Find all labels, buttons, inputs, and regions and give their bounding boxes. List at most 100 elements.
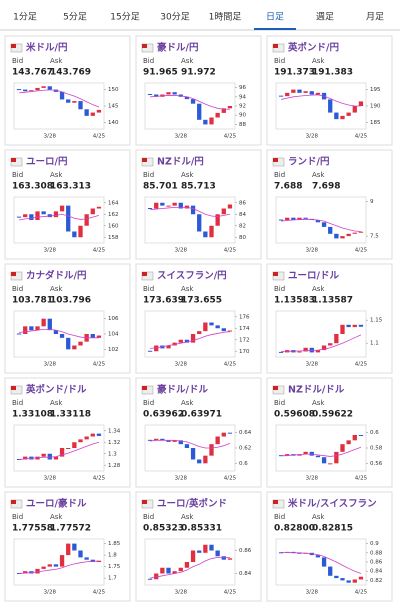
y-tick-label: 1.15 [370, 318, 383, 324]
candle [334, 233, 339, 239]
candle [23, 89, 28, 92]
candle [84, 436, 89, 440]
candle [154, 438, 159, 441]
y-tick-label: 7.5 [370, 234, 379, 240]
tab[interactable]: 日足 [266, 12, 284, 23]
moving-average [281, 446, 362, 457]
pair-name[interactable]: NZドル/円 [157, 157, 204, 168]
candle [41, 86, 46, 88]
candle [340, 444, 345, 452]
x-tick-label: 4/25 [355, 590, 368, 596]
tab[interactable]: 15分足 [110, 12, 139, 23]
candle [285, 92, 290, 97]
tab[interactable]: 1時間足 [209, 12, 242, 23]
tab[interactable]: 1分足 [13, 12, 37, 23]
flag-mark [273, 272, 278, 276]
candle [203, 231, 208, 238]
ask-label: Ask [50, 285, 63, 293]
candle [278, 455, 284, 457]
pair-name[interactable]: 豪ドル/ドル [157, 384, 208, 396]
tab[interactable]: 30分足 [160, 12, 189, 23]
bid-value: 1.13583 [274, 296, 315, 306]
ask-label: Ask [50, 399, 63, 407]
candle [190, 205, 196, 215]
flag-mark [11, 386, 16, 390]
candle [303, 217, 308, 219]
card[interactable] [135, 263, 262, 374]
ask-label: Ask [181, 513, 194, 521]
pair-name[interactable]: NZドル/ドル [288, 385, 345, 396]
pair-name[interactable]: 英ポンド/ドル [26, 384, 87, 396]
candle [209, 225, 214, 238]
bid-label: Bid [12, 285, 23, 293]
candle [166, 440, 171, 442]
card[interactable] [4, 377, 131, 488]
card[interactable] [266, 35, 393, 146]
pair-name[interactable]: ユーロ/豪ドル [26, 498, 87, 510]
card[interactable] [266, 377, 393, 488]
candle [352, 324, 357, 328]
candle [53, 89, 59, 92]
y-tick-label: 106 [108, 316, 119, 322]
pair-name[interactable]: ユーロ/ドル [288, 271, 339, 282]
card[interactable] [135, 377, 262, 488]
candle [90, 433, 95, 437]
candle [72, 101, 77, 103]
moving-average [19, 441, 100, 460]
candle [197, 550, 202, 553]
y-tick-label: 0.62 [239, 446, 251, 452]
pair-name[interactable]: 豪ドル/円 [157, 42, 198, 54]
pair-name[interactable]: 米ドル/スイスフラン [287, 498, 377, 510]
x-tick-label: 3/28 [175, 590, 188, 596]
pair-name[interactable]: ランド/円 [288, 157, 329, 168]
flag-mark [142, 272, 147, 276]
pair-name[interactable]: ユーロ/英ポンド [157, 498, 227, 510]
candle [209, 544, 214, 551]
y-tick-label: 0.88 [370, 550, 383, 556]
tab[interactable]: 月足 [366, 12, 384, 23]
candle [328, 343, 333, 346]
pair-name[interactable]: 米ドル/円 [25, 42, 67, 54]
candle [221, 208, 226, 215]
bid-value: 191.373 [274, 68, 315, 78]
candle [221, 108, 226, 113]
card[interactable] [266, 263, 393, 374]
pair-name[interactable]: 英ポンド/円 [288, 42, 339, 54]
pair-name[interactable]: スイスフラン/円 [157, 271, 227, 282]
ask-label: Ask [312, 399, 325, 407]
candle [190, 99, 196, 104]
chart-frame [13, 424, 105, 472]
card[interactable] [4, 263, 131, 374]
ask-value: 191.383 [312, 68, 353, 78]
candle [358, 324, 364, 327]
y-tick-label: 84 [239, 212, 246, 218]
pair-name[interactable]: カナダドル/円 [26, 270, 86, 282]
candle [358, 231, 364, 233]
candle [346, 580, 351, 583]
pair-name[interactable]: ユーロ/円 [26, 157, 67, 168]
card[interactable] [135, 35, 262, 146]
card[interactable] [266, 491, 393, 602]
candle [184, 96, 190, 100]
card[interactable] [135, 491, 262, 602]
y-tick-label: 1.32 [108, 440, 120, 446]
candle [41, 318, 46, 327]
candle [16, 216, 22, 218]
candle [90, 334, 95, 338]
candle [328, 566, 333, 576]
x-tick-label: 4/25 [355, 476, 368, 482]
candle [221, 556, 226, 560]
candle [160, 202, 165, 206]
flag-mark [142, 158, 147, 162]
bid-label: Bid [143, 513, 154, 521]
bid-value: 0.59608 [274, 410, 315, 420]
ask-label: Ask [50, 171, 63, 179]
candle [321, 222, 327, 227]
card[interactable] [266, 149, 393, 260]
tab[interactable]: 週足 [316, 12, 334, 23]
tab[interactable]: 5分足 [63, 12, 87, 23]
card[interactable] [4, 149, 131, 260]
chart-frame [275, 196, 367, 244]
y-tick-label: 170 [239, 349, 250, 355]
